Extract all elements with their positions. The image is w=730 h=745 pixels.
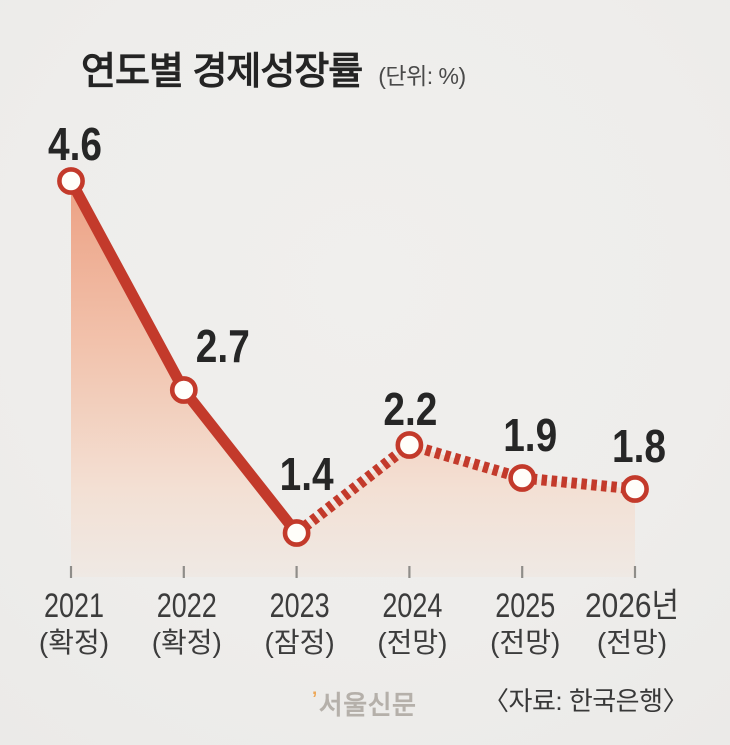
x-label-2021: 2021 xyxy=(44,587,104,625)
value-label-2024: 2.2 xyxy=(383,383,437,435)
quote-mark-icon: ’ xyxy=(312,689,318,710)
x-note-2026년: (전망) xyxy=(597,627,667,658)
x-label-2022: 2022 xyxy=(157,587,217,625)
x-label-2024: 2024 xyxy=(382,587,442,625)
data-point-2024 xyxy=(395,431,424,459)
unit-label: (단위: %) xyxy=(378,63,466,89)
x-note-2024: (전망) xyxy=(377,627,447,658)
x-note-2025: (전망) xyxy=(490,627,560,658)
x-note-2021: (확정) xyxy=(39,627,109,658)
forecast-dashed-line xyxy=(293,439,636,538)
watermark-text: 서울신문 xyxy=(318,690,417,720)
data-point-2022 xyxy=(169,376,198,404)
data-point-2026년 xyxy=(621,475,649,503)
data-point-2021 xyxy=(57,167,85,195)
data-point-2025 xyxy=(508,464,537,492)
value-label-2026년: 1.8 xyxy=(612,420,666,472)
x-label-2026년: 2026년 xyxy=(585,587,679,625)
value-label-2023: 1.4 xyxy=(280,448,334,500)
value-label-2022: 2.7 xyxy=(196,320,250,372)
area-fill xyxy=(71,181,635,577)
x-note-2023: (잠정) xyxy=(265,627,335,658)
value-label-2025: 1.9 xyxy=(503,409,557,461)
chart-header: 연도별 경제성장률 (단위: %) xyxy=(81,40,466,95)
value-label-2021: 4.6 xyxy=(48,118,102,170)
x-label-2025: 2025 xyxy=(495,587,555,625)
watermark-seoul-shinmun: ’서울신문 xyxy=(312,685,416,722)
x-label-2023: 2023 xyxy=(270,587,330,625)
data-point-2023 xyxy=(282,519,311,547)
x-note-2022: (확정) xyxy=(152,627,222,658)
source-label: 〈자료: 한국은행〉 xyxy=(483,686,688,716)
page-title: 연도별 경제성장률 xyxy=(81,51,363,93)
